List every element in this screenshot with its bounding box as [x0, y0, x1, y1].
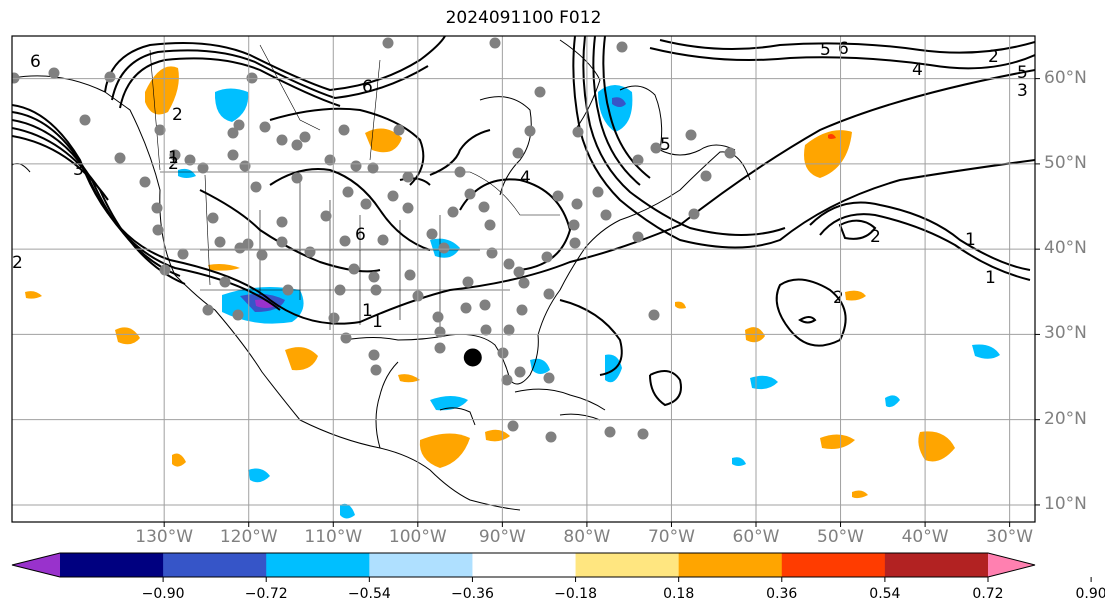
map-title: 2024091100 F012 [445, 8, 602, 28]
colorbar-extend-high [988, 553, 1035, 577]
lat-tick-label: 60°N [1044, 67, 1087, 88]
lon-tick-label: 30°W [986, 527, 1034, 547]
contour-label: 5 [820, 40, 831, 60]
colorbar-segment [678, 553, 783, 577]
colorbar-tick-label: 0.36 [766, 586, 798, 602]
colorbar-tick-label: −0.72 [244, 586, 288, 602]
colorbar-tick-label: 0.72 [972, 586, 1004, 602]
colorbar-segment [575, 553, 680, 577]
colorbar-tick-label: −0.18 [554, 586, 597, 602]
contour-label: 1 [362, 301, 373, 321]
colorbar-tick-label: 0.54 [869, 586, 901, 602]
lon-tick-label: 70°W [647, 527, 695, 547]
contour-label: 3 [73, 160, 84, 180]
axis-ticks [163, 78, 1040, 527]
colorbar-segment [781, 553, 886, 577]
colorbar-segment [369, 553, 473, 577]
contour-label: 2 [870, 227, 881, 247]
contour-label: 4 [912, 60, 923, 80]
anomaly-shading [25, 66, 1000, 519]
lat-tick-label: 30°N [1044, 323, 1087, 344]
storm-center-marker [463, 348, 482, 367]
contour-label: 3 [1017, 81, 1028, 101]
coastlines [12, 39, 751, 511]
contour-label: 5 [1017, 63, 1028, 83]
lat-tick-label: 10°N [1044, 493, 1087, 514]
contour-label: 2 [833, 288, 844, 308]
colorbar-segment [472, 553, 577, 577]
colorbar-tick-label: 0.90 [1075, 586, 1105, 602]
lat-tick-label: 40°N [1044, 238, 1087, 259]
contour-label: 2 [12, 253, 23, 273]
colorbar-outline [11, 552, 1036, 578]
lon-tick-label: 90°W [478, 527, 526, 547]
contour-label: 1 [985, 268, 996, 288]
map-frame [11, 35, 1036, 523]
contour-label: 6 [838, 39, 849, 59]
lon-tick-label: 60°W [732, 527, 780, 547]
colorbar-segment [266, 553, 370, 577]
colorbar-segment [884, 553, 989, 577]
contour-label: 6 [362, 77, 373, 97]
lon-tick-label: 120°W [219, 527, 278, 547]
colorbar-segment [163, 553, 267, 577]
station-markers [12, 37, 736, 443]
colorbar-tick-label: −0.54 [347, 586, 391, 602]
contour-label: 2 [172, 105, 183, 125]
lon-tick-label: 80°W [563, 527, 611, 547]
contour-label: 2 [988, 47, 999, 67]
colorbar-tick-label: −0.36 [450, 586, 494, 602]
lon-tick-label: 50°W [817, 527, 864, 547]
state-borders [149, 44, 560, 330]
lon-tick-label: 130°W [135, 527, 194, 547]
lon-tick-label: 110°W [304, 527, 363, 547]
colorbar-segment [60, 553, 164, 577]
graticule [12, 36, 1035, 522]
contour-label: 1 [372, 312, 383, 332]
lat-tick-label: 50°N [1044, 152, 1087, 173]
contour-label: 6 [355, 225, 366, 245]
lat-tick-label: 20°N [1044, 408, 1087, 429]
lon-tick-label: 40°W [901, 527, 949, 547]
colorbar-extend-low [12, 553, 60, 577]
contour-label: 1 [965, 230, 976, 250]
colorbar [11, 552, 1092, 582]
lon-tick-label: 100°W [388, 527, 447, 547]
contour-label: 5 [660, 135, 671, 155]
colorbar-tick-label: −0.90 [141, 586, 185, 602]
colorbar-tick-label: 0.18 [663, 586, 695, 602]
contour-label: 4 [520, 168, 531, 188]
contour-label: 6 [30, 52, 41, 72]
contour-label: 1 [168, 148, 179, 168]
